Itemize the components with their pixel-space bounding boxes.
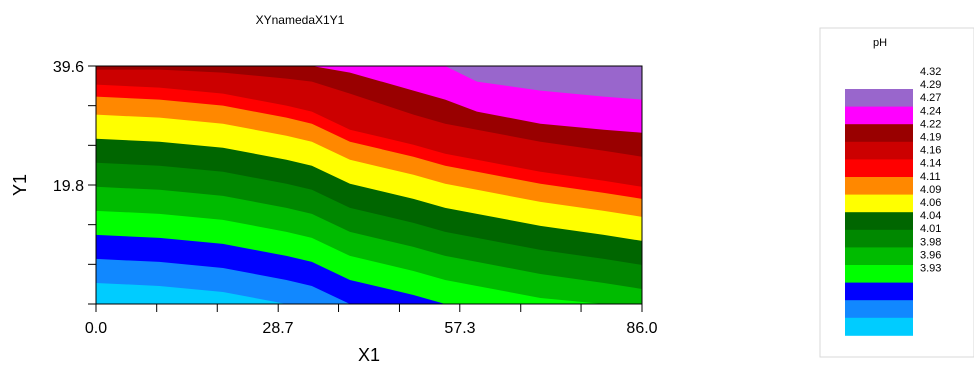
colorbar-swatches xyxy=(845,89,913,336)
colorbar-swatch xyxy=(845,317,913,336)
colorbar-level-label: 4.06 xyxy=(920,197,941,209)
colorbar-swatch xyxy=(845,159,913,178)
colorbar-swatch xyxy=(845,177,913,195)
colorbar-level-label: 4.29 xyxy=(920,79,941,91)
colorbar-level-label: 4.11 xyxy=(920,171,941,183)
y-tick-label: 19.8 xyxy=(53,178,84,195)
colorbar-swatch xyxy=(845,106,913,125)
y-axis-label: Y1 xyxy=(10,174,30,196)
chart-title: XYnamedaX1Y1 xyxy=(256,13,345,27)
legend-title: pH xyxy=(873,37,887,49)
x-tick-label: 86.0 xyxy=(626,320,657,337)
colorbar-swatch xyxy=(845,141,913,160)
colorbar-level-label: 4.32 xyxy=(920,66,941,78)
contour-band xyxy=(96,66,642,100)
x-tick-label: 57.3 xyxy=(444,320,475,337)
colorbar-level-label: 3.98 xyxy=(920,236,941,248)
colorbar-level-label: 3.96 xyxy=(920,249,941,261)
y-axis xyxy=(88,65,96,305)
colorbar-level-label: 4.22 xyxy=(920,118,941,130)
colorbar-swatch xyxy=(845,300,913,319)
legend-frame xyxy=(819,27,974,358)
colorbar-swatch xyxy=(845,124,913,143)
colorbar-level-label: 4.24 xyxy=(920,105,941,117)
x-axis-label: X1 xyxy=(358,345,380,365)
colorbar-level-label: 4.14 xyxy=(920,158,941,170)
x-axis xyxy=(95,304,643,312)
colorbar-swatch xyxy=(845,212,913,231)
colorbar-swatch xyxy=(845,194,913,213)
colorbar-level-label: 4.01 xyxy=(920,223,941,235)
colorbar-swatch xyxy=(845,265,913,283)
colorbar-level-label: 4.16 xyxy=(920,145,941,157)
colorbar-level-label: 3.93 xyxy=(920,263,941,275)
colorbar-labels: 4.324.294.274.244.22 4.194.164.144.114.09… xyxy=(920,66,941,275)
colorbar-swatch xyxy=(845,229,913,248)
colorbar-level-label: 4.19 xyxy=(920,132,941,144)
colorbar-legend: pH 4.324.294.274.244.224.194.164.144.114… xyxy=(819,27,974,358)
colorbar-swatch xyxy=(845,282,913,301)
x-tick-label: 28.7 xyxy=(262,320,293,337)
colorbar-swatch xyxy=(845,89,913,107)
x-tick-label: 0.0 xyxy=(85,320,107,337)
colorbar-level-label: 4.04 xyxy=(920,210,941,222)
colorbar-swatch xyxy=(845,247,913,266)
colorbar-level-label: 4.27 xyxy=(920,92,941,104)
y-tick-label: 39.6 xyxy=(53,59,84,76)
contour-bands xyxy=(96,66,642,304)
colorbar-level-label: 4.09 xyxy=(920,184,941,196)
